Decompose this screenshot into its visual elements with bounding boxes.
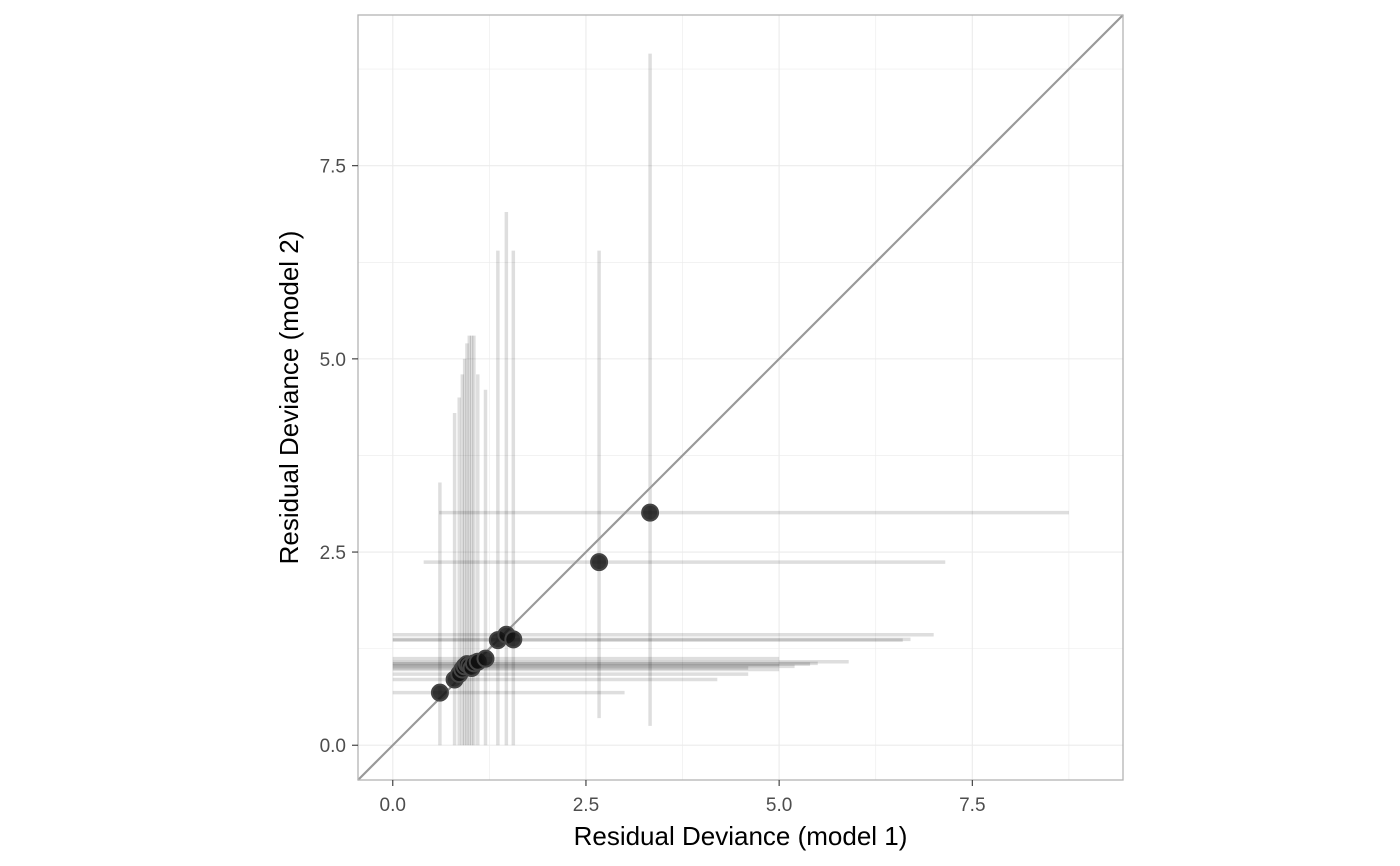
data-point (590, 553, 609, 572)
data-point (476, 649, 495, 668)
y-tick-label: 5.0 (320, 350, 346, 371)
plot-panel-border (357, 14, 1124, 781)
y-tick-label: 0.0 (320, 736, 346, 757)
x-tick-label: 7.5 (959, 795, 985, 816)
grid-layer (358, 15, 1123, 780)
data-point (504, 630, 523, 649)
x-axis-title: Residual Deviance (model 1) (574, 821, 908, 851)
errorbar-layer (392, 53, 1069, 746)
point-layer (430, 503, 660, 702)
axis-layer: 0.0 2.5 5.0 7.5 0.0 2.5 5.0 7.5 (320, 157, 986, 816)
x-tick-label: 2.5 (573, 795, 599, 816)
data-point (641, 503, 660, 522)
data-point (430, 683, 449, 702)
x-tick-label: 0.0 (380, 795, 406, 816)
y-tick-label: 7.5 (320, 157, 346, 178)
y-axis-title: Residual Deviance (model 2) (274, 231, 304, 565)
x-tick-label: 5.0 (766, 795, 792, 816)
y-tick-label: 2.5 (320, 543, 346, 564)
